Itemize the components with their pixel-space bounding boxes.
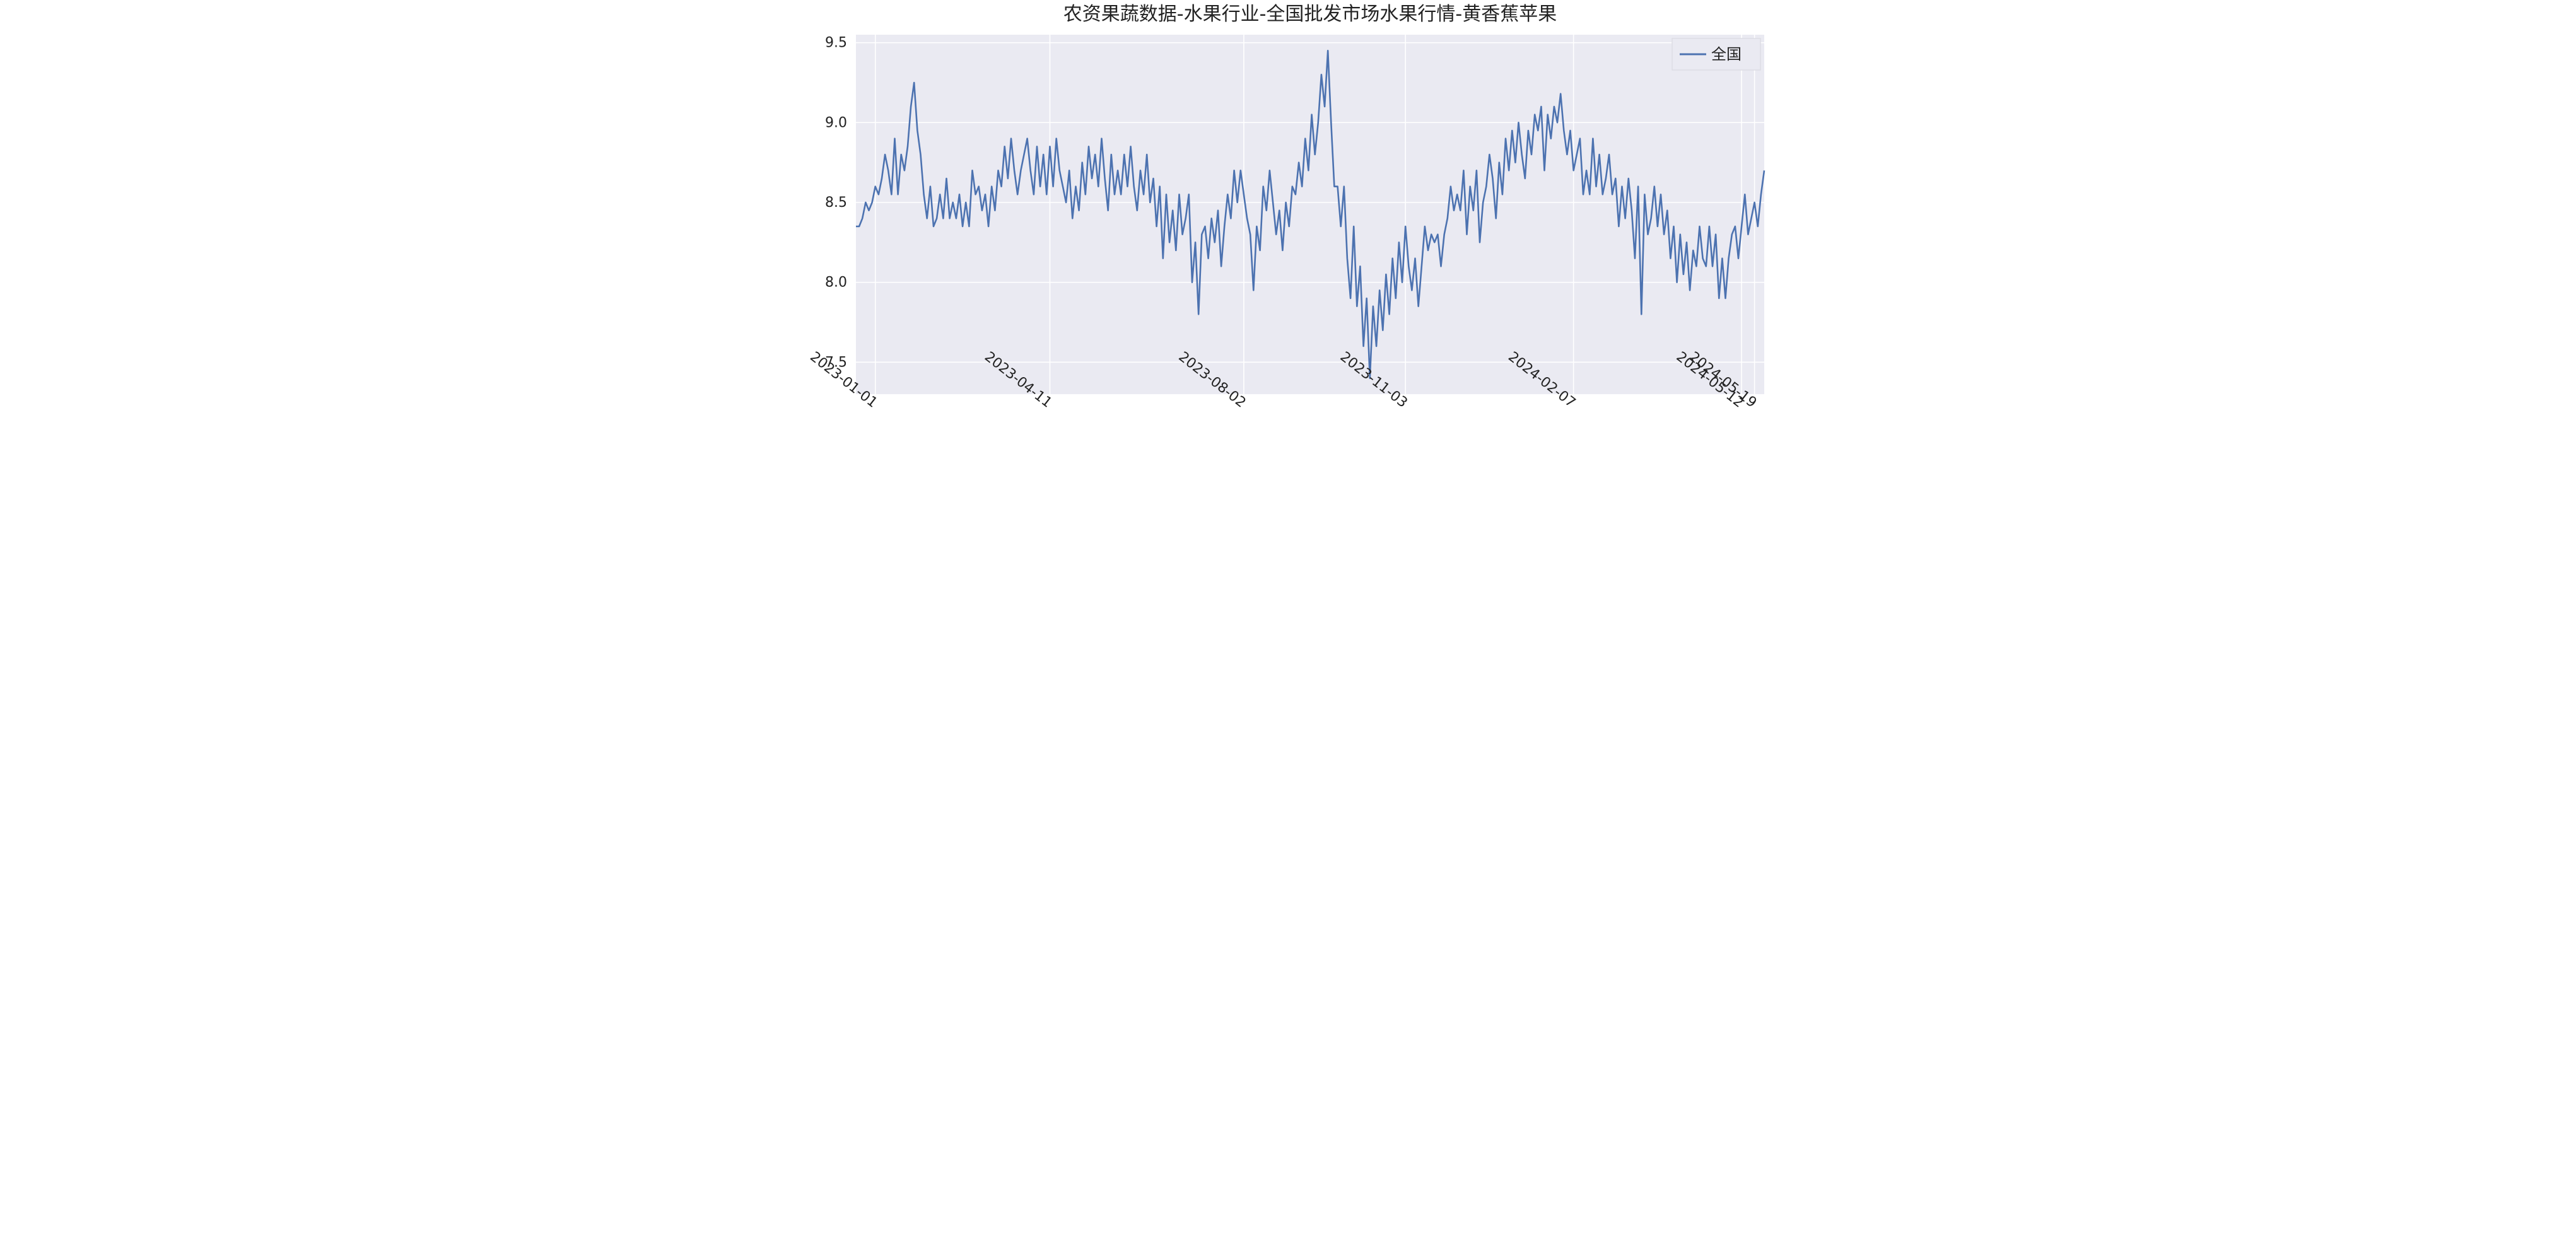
legend-label: 全国 — [1711, 45, 1742, 63]
legend: 全国 — [1672, 38, 1760, 70]
svg-text:8.5: 8.5 — [825, 195, 847, 211]
svg-text:9.5: 9.5 — [825, 35, 847, 51]
svg-text:8.0: 8.0 — [825, 275, 847, 291]
plot-background — [856, 35, 1764, 394]
chart-container: 农资果蔬数据-水果行业-全国批发市场水果行情-黄香蕉苹果 7.58.08.59.… — [796, 0, 1780, 479]
y-tick-labels: 7.58.08.59.09.5 — [825, 35, 847, 371]
chart-title: 农资果蔬数据-水果行业-全国批发市场水果行情-黄香蕉苹果 — [1063, 3, 1557, 25]
svg-text:9.0: 9.0 — [825, 115, 847, 131]
price-line-chart: 农资果蔬数据-水果行业-全国批发市场水果行情-黄香蕉苹果 7.58.08.59.… — [796, 0, 1780, 479]
